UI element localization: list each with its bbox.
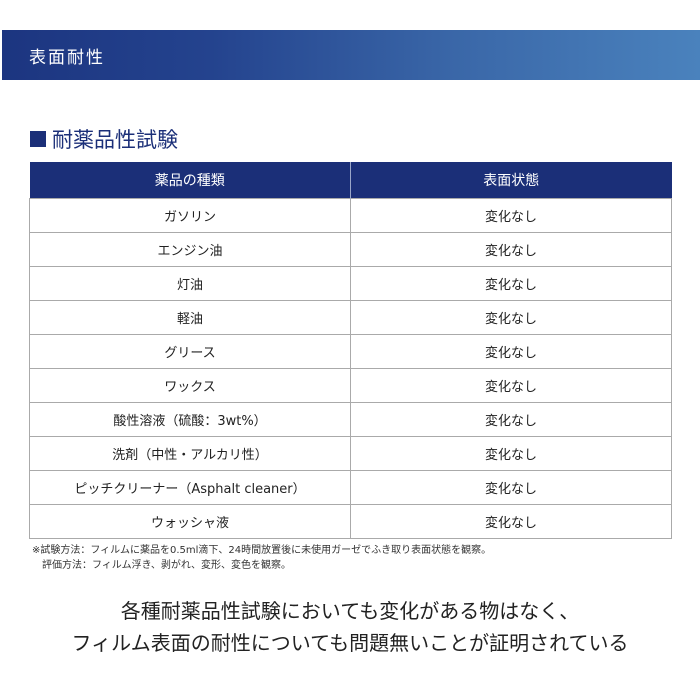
section-heading: 耐薬品性試験 [30, 124, 178, 154]
chemical-cell: 灯油 [29, 266, 351, 301]
surface-state-cell: 変化なし [350, 334, 672, 369]
column-header: 表面状態 [350, 162, 672, 199]
table-row: 酸性溶液（硫酸：3wt%） 変化なし [29, 402, 672, 437]
table-row: ウォッシャ液 変化なし [29, 504, 672, 539]
chemical-cell: 酸性溶液（硫酸：3wt%） [29, 402, 351, 437]
table-row: ワックス 変化なし [29, 368, 672, 403]
square-bullet-icon [30, 131, 46, 147]
chemical-cell: グリース [29, 334, 351, 369]
surface-state-cell: 変化なし [350, 368, 672, 403]
table-row: エンジン油 変化なし [29, 232, 672, 267]
table-row: ガソリン 変化なし [29, 198, 672, 233]
chemical-cell: ワックス [29, 368, 351, 403]
surface-state-cell: 変化なし [350, 198, 672, 233]
chemical-cell: エンジン油 [29, 232, 351, 267]
table-row: 洗剤（中性・アルカリ性） 変化なし [29, 436, 672, 471]
header-banner: 表面耐性 [2, 30, 700, 80]
surface-state-cell: 変化なし [350, 436, 672, 471]
chemical-cell: ウォッシャ液 [29, 504, 351, 539]
surface-state-cell: 変化なし [350, 504, 672, 539]
table-row: 軽油 変化なし [29, 300, 672, 335]
surface-state-cell: 変化なし [350, 402, 672, 437]
column-header: 薬品の種類 [29, 162, 351, 199]
note-line: ※試験方法：フィルムに薬品を0.5ml滴下、24時間放置後に未使用ガーゼでふき取… [32, 545, 492, 556]
section-title: 耐薬品性試験 [52, 128, 178, 152]
chemical-cell: ピッチクリーナー（Asphalt cleaner） [29, 470, 351, 505]
chemical-cell: 洗剤（中性・アルカリ性） [29, 436, 351, 471]
note-line: 評価方法：フィルム浮き、剥がれ、変形、変色を観察。 [42, 560, 291, 571]
surface-state-cell: 変化なし [350, 300, 672, 335]
surface-state-cell: 変化なし [350, 232, 672, 267]
conclusion-message: 各種耐薬品性試験においても変化がある物はなく、 フィルム表面の耐性についても問題… [0, 595, 700, 659]
message-line: フィルム表面の耐性についても問題無いことが証明されている [71, 631, 629, 655]
table-row: 灯油 変化なし [29, 266, 672, 301]
table-row: グリース 変化なし [29, 334, 672, 369]
chemical-cell: ガソリン [29, 198, 351, 233]
test-notes: ※試験方法：フィルムに薬品を0.5ml滴下、24時間放置後に未使用ガーゼでふき取… [32, 543, 491, 573]
surface-state-cell: 変化なし [350, 470, 672, 505]
banner-title: 表面耐性 [29, 48, 105, 68]
chemical-cell: 軽油 [29, 300, 351, 335]
chemical-resistance-table: 薬品の種類 表面状態 ガソリン 変化なし エンジン油 変化なし 灯油 変化なし 軽油 変化なし… [29, 162, 672, 539]
table-row: ピッチクリーナー（Asphalt cleaner） 変化なし [29, 470, 672, 505]
surface-state-cell: 変化なし [350, 266, 672, 301]
message-line: 各種耐薬品性試験においても変化がある物はなく、 [120, 599, 580, 623]
